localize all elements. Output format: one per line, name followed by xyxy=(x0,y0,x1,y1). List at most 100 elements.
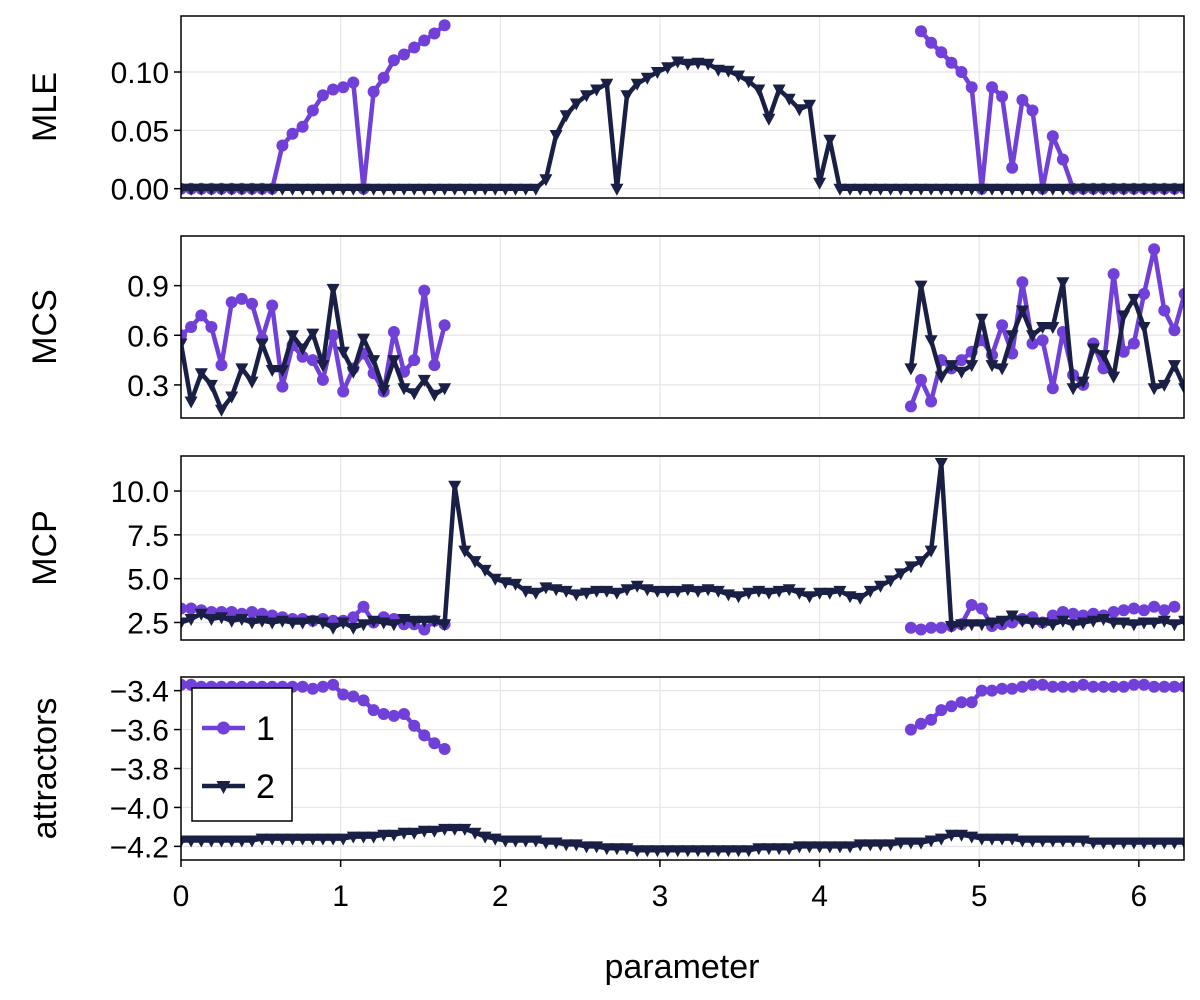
series-2-point xyxy=(944,621,958,633)
series-2-point xyxy=(346,831,360,844)
series-2-point xyxy=(803,841,816,854)
x-tick-label: 3 xyxy=(652,880,669,913)
series-1-point xyxy=(276,139,289,152)
series-2-point xyxy=(833,841,847,854)
y-axis-title-mcp: MCP xyxy=(26,510,64,586)
series-1-point xyxy=(316,89,329,102)
series-2-point xyxy=(1178,383,1184,395)
series-2-point xyxy=(752,84,766,97)
series-2-point xyxy=(458,823,472,836)
series-1-point xyxy=(1168,324,1181,337)
series-1-point xyxy=(438,743,451,755)
series-2-point xyxy=(204,614,218,626)
series-2-point xyxy=(1056,835,1070,848)
series-1-point xyxy=(915,623,927,636)
series-2-point xyxy=(874,839,887,852)
series-2-point xyxy=(204,835,218,848)
series-2-point xyxy=(823,587,837,600)
series-2-point xyxy=(204,379,218,392)
series-layer xyxy=(181,458,1184,636)
y-tick-label: 0.00 xyxy=(111,174,169,207)
series-2-point xyxy=(671,585,685,598)
series-2-point xyxy=(874,580,887,593)
series-1-point xyxy=(347,76,360,89)
series-2-point xyxy=(367,183,381,196)
series-2-point xyxy=(346,366,360,379)
series-1-point xyxy=(1026,678,1039,691)
series-2-point xyxy=(1178,837,1184,849)
series-2-point xyxy=(458,545,472,558)
y-tick-label: −4.0 xyxy=(110,792,169,825)
series-2-point xyxy=(610,587,624,600)
series-2-point xyxy=(833,183,847,196)
series-2-point xyxy=(934,371,948,384)
panel-attractors: −3.4 −3.6 −3.8 −4.0 −4.2 attractors xyxy=(26,676,1185,864)
series-1-point xyxy=(418,729,431,742)
series-1-point xyxy=(1138,604,1150,617)
series-2-point xyxy=(1086,183,1100,196)
series-2-point xyxy=(914,183,928,196)
series-2-point xyxy=(965,360,979,373)
series-1-point xyxy=(327,678,340,691)
y-tick-label: 0.9 xyxy=(127,271,169,304)
series-1-point xyxy=(195,309,208,322)
panel-background xyxy=(181,456,1184,640)
series-1-point xyxy=(955,354,968,367)
series-2-point xyxy=(306,183,320,196)
series-1-point xyxy=(296,120,309,133)
series-2-point xyxy=(215,835,228,848)
series-1-point xyxy=(1006,682,1019,695)
series-2-point xyxy=(640,845,654,858)
series-2-point xyxy=(245,183,259,196)
series-2-point xyxy=(286,330,299,343)
series-2-point xyxy=(194,608,208,621)
series-1-point xyxy=(327,329,340,342)
series-2-point xyxy=(843,841,857,854)
series-1-point xyxy=(935,46,948,59)
series-2-point xyxy=(701,845,715,858)
series-2-point xyxy=(539,582,553,595)
series-2-point xyxy=(194,183,208,196)
series-1-point xyxy=(1016,276,1029,289)
series-2-point xyxy=(194,835,208,848)
series-2-point xyxy=(438,823,452,836)
series-2-point xyxy=(640,72,654,85)
series-1-point xyxy=(996,682,1009,695)
series-1-point xyxy=(1056,606,1069,618)
series-2-point xyxy=(397,614,411,626)
series-2-point xyxy=(752,843,766,856)
series-2-point xyxy=(1026,835,1039,848)
series-2-point xyxy=(1015,615,1029,628)
series-1-point xyxy=(306,104,319,117)
series-2-point xyxy=(691,57,705,70)
series-1-point xyxy=(1006,161,1019,174)
series-1-point xyxy=(965,81,978,94)
series-2-point xyxy=(894,568,908,581)
series-1-point xyxy=(377,71,390,84)
series-1-point xyxy=(996,90,1009,103)
series-2-point xyxy=(1056,277,1070,290)
series-2-point xyxy=(316,833,330,846)
series-2-point xyxy=(509,183,522,196)
series-2-point xyxy=(306,833,320,846)
series-2-point xyxy=(417,825,431,838)
series-2-point xyxy=(397,183,411,196)
series-2-point xyxy=(1097,837,1110,850)
series-2-point xyxy=(1117,183,1131,196)
series-2-point xyxy=(894,837,908,850)
series-1-point xyxy=(408,41,421,54)
series-2-point xyxy=(904,561,918,574)
series-1-point xyxy=(1168,600,1181,613)
series-1-point xyxy=(1138,678,1150,691)
series-1-point xyxy=(205,321,218,333)
series-2-point xyxy=(245,376,259,389)
series-2-point xyxy=(732,70,745,83)
series-2-point xyxy=(184,614,198,626)
series-2-point xyxy=(407,615,421,628)
series-1-point xyxy=(408,354,421,367)
series-2-point xyxy=(630,845,644,858)
series-1-point xyxy=(1178,287,1184,300)
series-2-point xyxy=(529,183,543,196)
series-2-point xyxy=(924,835,938,848)
series-2-point xyxy=(1036,183,1050,196)
